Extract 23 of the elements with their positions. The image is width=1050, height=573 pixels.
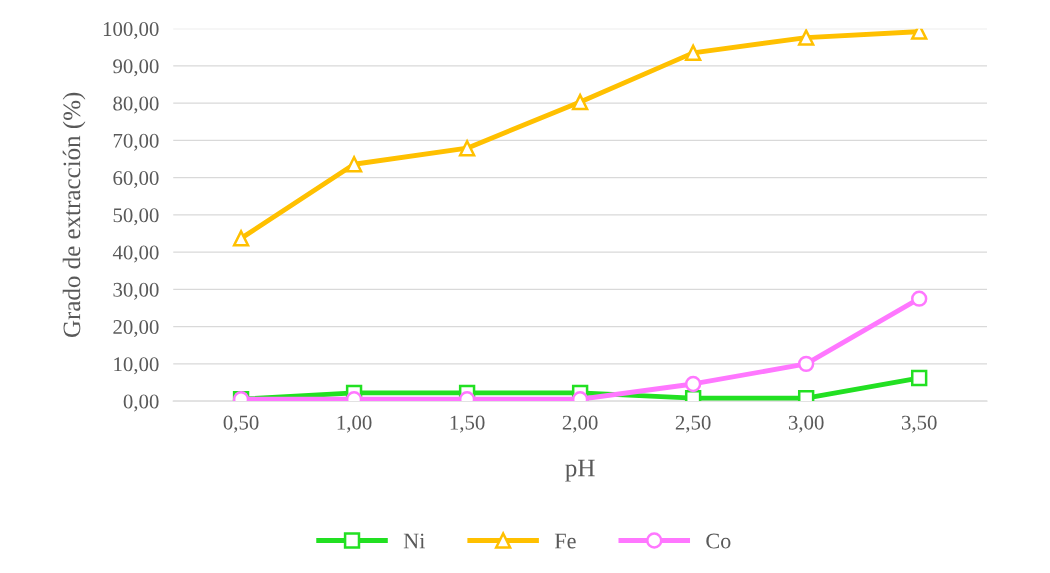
legend-label: Fe [554,533,576,549]
y-tick-label: 40,00 [112,245,159,263]
x-tick-label: 0,50 [223,415,259,433]
y-tick-label: 80,00 [113,96,159,114]
y-tick-label: 100,00 [103,22,159,40]
x-tick-label: 1,50 [450,415,485,433]
y-tick-label: 10,00 [114,357,159,375]
y-tick-label: 20,00 [113,319,159,338]
x-tick-label: 2,50 [675,415,711,433]
y-tick-label: 0,00 [123,394,159,412]
y-tick-label: 90,00 [113,59,159,77]
x-tick-label: 2,00 [562,415,598,433]
y-tick-label: 60,00 [113,171,159,189]
y-tick-label: 30,00 [113,282,159,300]
x-tick-label: 1,00 [337,415,372,433]
legend-label: Ni [403,533,425,549]
x-axis-title: pH [565,459,595,482]
x-tick-label: 3,00 [788,415,824,433]
y-tick-label: 70,00 [113,133,159,151]
legend-label: Co [706,533,731,549]
y-tick-label: 50,00 [113,208,159,226]
y-axis-title: Grado de extracción (%) [62,92,86,338]
x-tick-label: 3,50 [901,415,937,433]
